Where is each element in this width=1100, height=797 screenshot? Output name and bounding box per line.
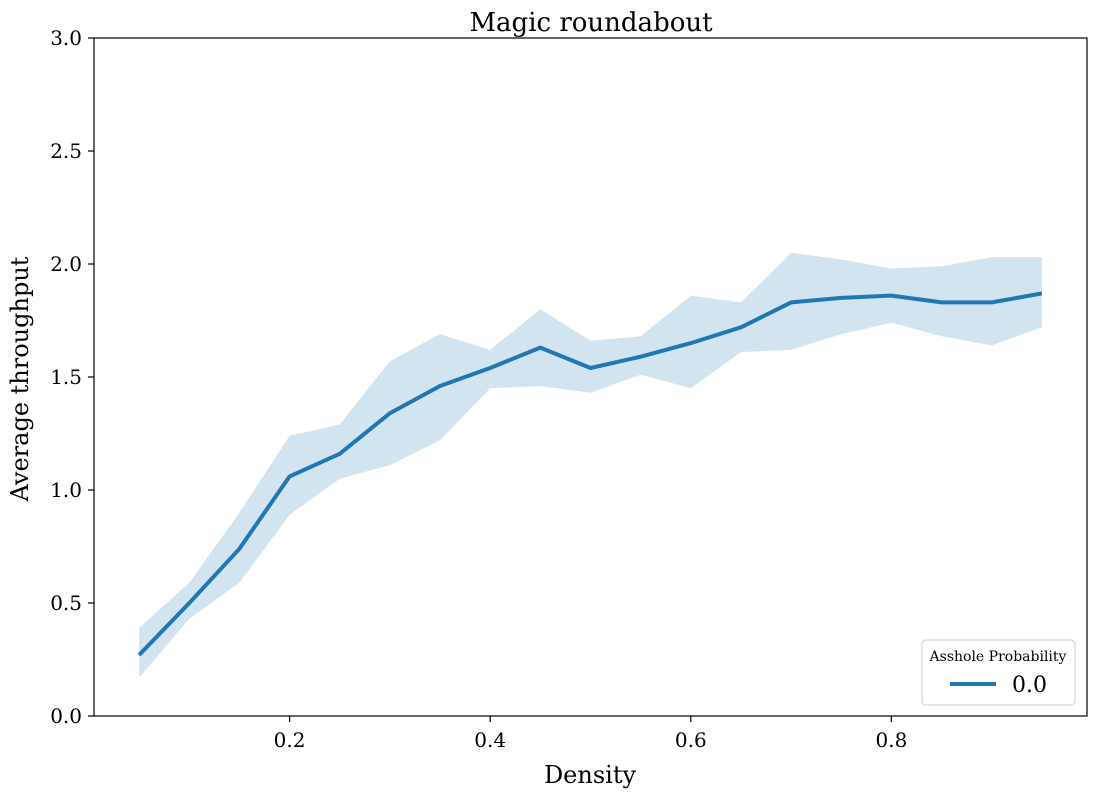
legend: Asshole Probability 0.0	[921, 639, 1076, 706]
legend-title: Asshole Probability	[929, 649, 1067, 665]
chart-title: Magic roundabout	[469, 8, 713, 38]
plot-area	[137, 252, 1043, 678]
x-tick-label: 0.6	[675, 728, 707, 752]
y-tick-label: 0.0	[50, 704, 82, 728]
y-tick-label: 0.5	[50, 591, 82, 615]
y-axis: 0.0 0.5 1.0 1.5 2.0 2.5 3.0	[50, 26, 94, 728]
y-tick-label: 1.5	[50, 365, 82, 389]
x-tick-label: 0.8	[876, 728, 908, 752]
series-line-0	[137, 291, 1043, 657]
y-tick-label: 1.0	[50, 478, 82, 502]
y-axis-label: Average throughput	[6, 256, 34, 502]
y-tick-label: 2.0	[50, 252, 82, 276]
legend-label: 0.0	[1012, 673, 1047, 698]
y-tick-label: 3.0	[50, 26, 82, 50]
confidence-band-0	[139, 252, 1042, 678]
x-axis: 0.2 0.4 0.6 0.8	[274, 716, 908, 752]
legend-box	[921, 639, 1076, 706]
x-tick-label: 0.4	[474, 728, 506, 752]
y-tick-label: 2.5	[50, 139, 82, 163]
x-axis-label: Density	[544, 761, 637, 789]
x-tick-label: 0.2	[274, 728, 306, 752]
